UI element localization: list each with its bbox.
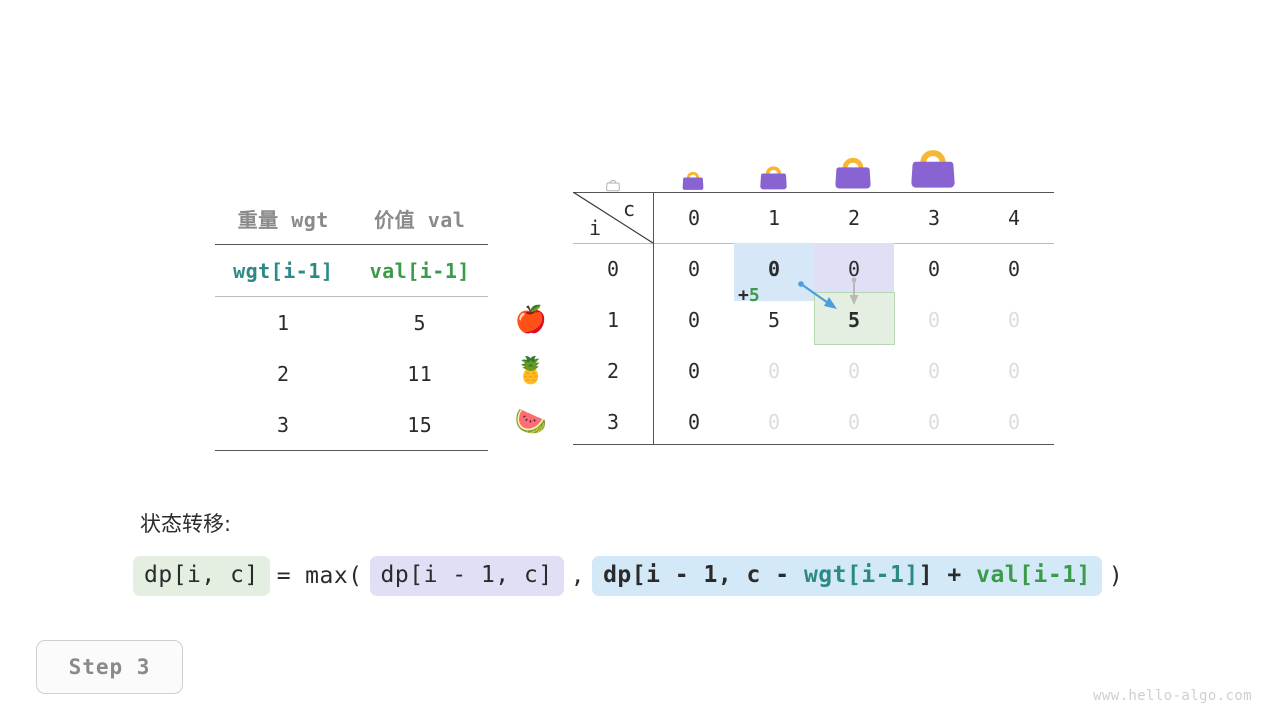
watermelon-icon: 🍉 bbox=[514, 406, 548, 437]
bag-icon-capacity-3 bbox=[813, 120, 893, 192]
dp-cell-2-0: 0 bbox=[687, 358, 701, 383]
item-weight-2: 2 bbox=[276, 361, 290, 386]
dp-table-top-rule bbox=[573, 192, 1054, 193]
items-table-header-row: 重量 wgt 价值 val bbox=[215, 193, 488, 244]
dp-cell-1-3: 0 bbox=[927, 307, 941, 332]
item-value-1: 5 bbox=[413, 310, 427, 335]
formula-equals: = bbox=[276, 563, 292, 589]
formula-comma: , bbox=[570, 563, 586, 589]
formula-option-skip: dp[i - 1, c] bbox=[369, 556, 564, 596]
dp-table: i c 0 1 2 3 4 0 1 2 3 0 0 0 0 0 0 5 5 0 … bbox=[573, 192, 1054, 445]
dp-gain-value: 5 bbox=[748, 285, 760, 306]
items-table-bottom-rule bbox=[215, 450, 488, 451]
dp-cell-0-3: 0 bbox=[927, 256, 941, 281]
item-weight-1: 1 bbox=[276, 310, 290, 335]
dp-cell-3-3: 0 bbox=[927, 409, 941, 434]
dp-table-vertical-rule bbox=[653, 192, 654, 445]
items-table-row: 3 15 bbox=[215, 399, 488, 450]
item-weight-3: 3 bbox=[276, 412, 290, 437]
dp-corner-diagonal-icon bbox=[573, 192, 654, 244]
apple-icon: 🍎 bbox=[514, 304, 548, 335]
items-var-val: val[i-1] bbox=[369, 258, 470, 283]
dp-axis-label-i: i bbox=[589, 216, 602, 240]
dp-row-header-1: 1 bbox=[606, 307, 620, 332]
items-table-var-row: wgt[i-1] val[i-1] bbox=[215, 245, 488, 296]
formula-take-wgt: wgt[i-1] bbox=[803, 562, 919, 588]
dp-gain-annotation: +5 bbox=[738, 285, 760, 306]
pineapple-icon: 🍍 bbox=[514, 355, 548, 386]
items-header-value: 价值 val bbox=[374, 208, 466, 232]
dp-table-bottom-rule bbox=[573, 444, 1054, 445]
dp-cell-3-4: 0 bbox=[1007, 409, 1021, 434]
dp-col-header-3: 3 bbox=[927, 205, 941, 230]
formula-max-open: max( bbox=[305, 563, 363, 589]
dp-cell-0-4: 0 bbox=[1007, 256, 1021, 281]
dp-row-header-3: 3 bbox=[606, 409, 620, 434]
items-table: 重量 wgt 价值 val wgt[i-1] val[i-1] 1 5 2 11… bbox=[215, 192, 488, 451]
formula-take-prefix: dp[i - 1, c - bbox=[603, 562, 804, 588]
items-var-wgt: wgt[i-1] bbox=[233, 258, 334, 283]
dp-row-header-0: 0 bbox=[606, 256, 620, 281]
bag-glyph bbox=[759, 166, 787, 190]
dp-cell-1-0: 0 bbox=[687, 307, 701, 332]
dp-gain-sign: + bbox=[738, 285, 749, 306]
dp-cell-0-0: 0 bbox=[687, 256, 701, 281]
dp-cell-3-0: 0 bbox=[687, 409, 701, 434]
dp-cell-0-2: 0 bbox=[847, 256, 861, 281]
formula-option-take: dp[i - 1, c - wgt[i-1]] + val[i-1] bbox=[592, 556, 1102, 596]
item-value-2: 11 bbox=[407, 361, 433, 386]
item-value-3: 15 bbox=[407, 412, 433, 437]
bag-glyph bbox=[911, 150, 955, 188]
bag-glyph bbox=[606, 179, 620, 192]
dp-cell-1-2: 5 bbox=[847, 307, 861, 332]
dp-col-header-0: 0 bbox=[687, 205, 701, 230]
bag-glyph bbox=[682, 171, 704, 190]
dp-cell-2-4: 0 bbox=[1007, 358, 1021, 383]
dp-cell-3-2: 0 bbox=[847, 409, 861, 434]
items-table-rule-2 bbox=[215, 296, 488, 297]
bag-icon-capacity-1 bbox=[653, 120, 733, 192]
transition-caption: 状态转移: bbox=[140, 512, 232, 536]
dp-cell-1-1: 5 bbox=[767, 307, 781, 332]
fruit-icon-column: 🍎 🍍 🍉 bbox=[508, 294, 554, 447]
dp-col-header-4: 4 bbox=[1007, 205, 1021, 230]
state-transition-formula: dp[i, c] = max( dp[i - 1, c] , dp[i - 1,… bbox=[133, 556, 1130, 596]
formula-take-val: val[i-1] bbox=[976, 562, 1091, 588]
dp-cell-0-1: 0 bbox=[767, 256, 781, 281]
items-table-rule-1 bbox=[215, 244, 488, 245]
bag-capacity-row bbox=[573, 120, 1054, 192]
watermark: www.hello-algo.com bbox=[1093, 688, 1252, 704]
step-badge: Step 3 bbox=[36, 640, 183, 694]
dp-cell-2-1: 0 bbox=[767, 358, 781, 383]
dp-col-header-2: 2 bbox=[847, 205, 861, 230]
dp-cell-3-1: 0 bbox=[767, 409, 781, 434]
items-table-row: 1 5 bbox=[215, 297, 488, 348]
dp-cell-1-4: 0 bbox=[1007, 307, 1021, 332]
bag-icon-capacity-4 bbox=[893, 120, 973, 192]
items-header-weight: 重量 wgt bbox=[237, 208, 329, 232]
formula-take-mid: ] + bbox=[918, 562, 977, 588]
dp-row-header-2: 2 bbox=[606, 358, 620, 383]
dp-col-header-1: 1 bbox=[767, 205, 781, 230]
formula-close-paren: ) bbox=[1108, 563, 1124, 589]
items-table-row: 2 11 bbox=[215, 348, 488, 399]
bag-icon-capacity-0 bbox=[573, 120, 653, 192]
bag-icon-capacity-2 bbox=[733, 120, 813, 192]
formula-target: dp[i, c] bbox=[133, 556, 270, 596]
dp-cell-2-3: 0 bbox=[927, 358, 941, 383]
dp-cell-2-2: 0 bbox=[847, 358, 861, 383]
bag-glyph bbox=[835, 157, 871, 189]
dp-axis-label-c: c bbox=[623, 197, 636, 221]
